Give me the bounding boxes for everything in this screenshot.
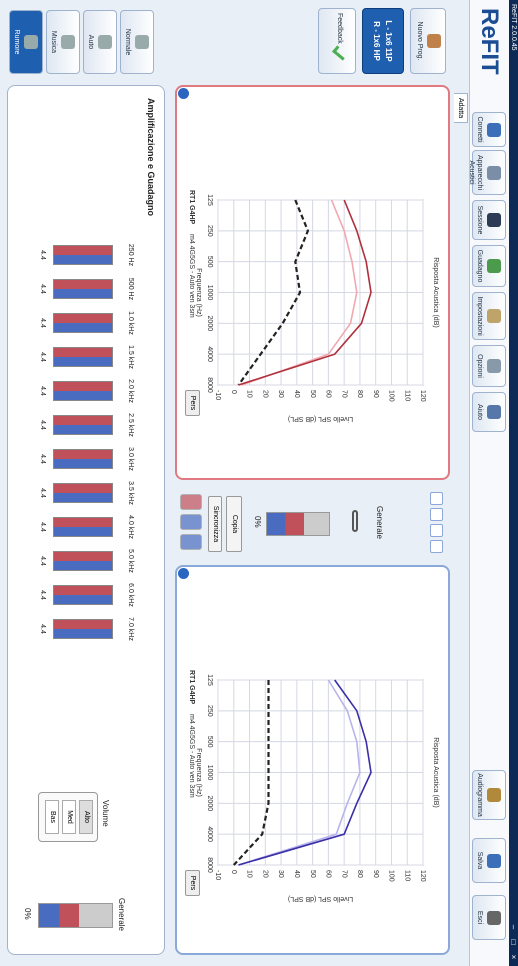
- chart-title: Risposta Acustica (dB): [432, 257, 439, 327]
- y-tick-label: 40: [293, 870, 300, 878]
- y-tick-label: 0: [230, 390, 237, 394]
- y-tick-label: 50: [309, 390, 316, 398]
- x-tick-label: 4000: [206, 826, 213, 842]
- y-tick-label: 50: [309, 870, 316, 878]
- y-tick-label: 70: [340, 870, 347, 878]
- y-tick-label: 80: [356, 390, 363, 398]
- device-name: RT1 G4HP: [188, 190, 195, 225]
- x-tick-label: 4000: [206, 346, 213, 362]
- y-tick-label: 100: [388, 390, 395, 402]
- y-tick-label: 100: [388, 870, 395, 882]
- y-tick-label: 60: [325, 870, 332, 878]
- y-tick-label: -10: [214, 390, 221, 400]
- device-name: RT1 G4HP: [188, 670, 195, 705]
- x-tick-label: 8000: [206, 377, 213, 393]
- x-tick-label: 250: [206, 225, 213, 237]
- x-tick-label: 125: [206, 194, 213, 206]
- x-tick-label: 125: [206, 674, 213, 686]
- y-tick-label: 90: [372, 390, 379, 398]
- y-tick-label: 110: [403, 870, 410, 881]
- y-tick-label: 120: [419, 390, 426, 402]
- y-axis-label: Livello SPL (dB SPL): [288, 415, 353, 422]
- x-tick-label: 250: [206, 705, 213, 717]
- y-tick-label: 80: [356, 870, 363, 878]
- chart-title: Risposta Acustica (dB): [432, 737, 439, 807]
- x-tick-label: 1000: [206, 285, 213, 301]
- response-curve: [241, 199, 358, 386]
- response-curve: [238, 199, 372, 386]
- y-tick-label: 70: [340, 390, 347, 398]
- x-tick-label: 500: [206, 736, 213, 748]
- device-detail: m4 4G5GS - Auto ven 3sm: [188, 714, 195, 798]
- y-tick-label: 0: [230, 870, 237, 874]
- device-detail: m4 4G5GS - Auto ven 3sm: [188, 234, 195, 318]
- x-tick-label: 2000: [206, 796, 213, 812]
- y-tick-label: 40: [293, 390, 300, 398]
- y-tick-label: 10: [246, 870, 253, 878]
- y-tick-label: 10: [246, 390, 253, 398]
- y-tick-label: 60: [325, 390, 332, 398]
- y-tick-label: 20: [261, 390, 268, 398]
- x-axis-label: Frequenza (Hz): [195, 268, 202, 317]
- x-tick-label: 500: [206, 256, 213, 268]
- y-tick-label: 90: [372, 870, 379, 878]
- response-curve: [237, 199, 310, 386]
- response-curve: [238, 679, 361, 866]
- y-axis-label: Livello SPL (dB SPL): [288, 895, 353, 902]
- y-tick-label: 30: [277, 390, 284, 398]
- y-tick-label: 120: [419, 870, 426, 882]
- y-tick-label: 20: [261, 870, 268, 878]
- response-curve: [232, 680, 270, 866]
- y-tick-label: 110: [403, 390, 410, 401]
- x-tick-label: 1000: [206, 765, 213, 781]
- y-tick-label: 30: [277, 870, 284, 878]
- x-axis-label: Frequenza (Hz): [195, 748, 202, 797]
- x-tick-label: 2000: [206, 316, 213, 332]
- y-tick-label: -10: [214, 870, 221, 880]
- x-tick-label: 8000: [206, 857, 213, 873]
- response-curve: [238, 679, 372, 866]
